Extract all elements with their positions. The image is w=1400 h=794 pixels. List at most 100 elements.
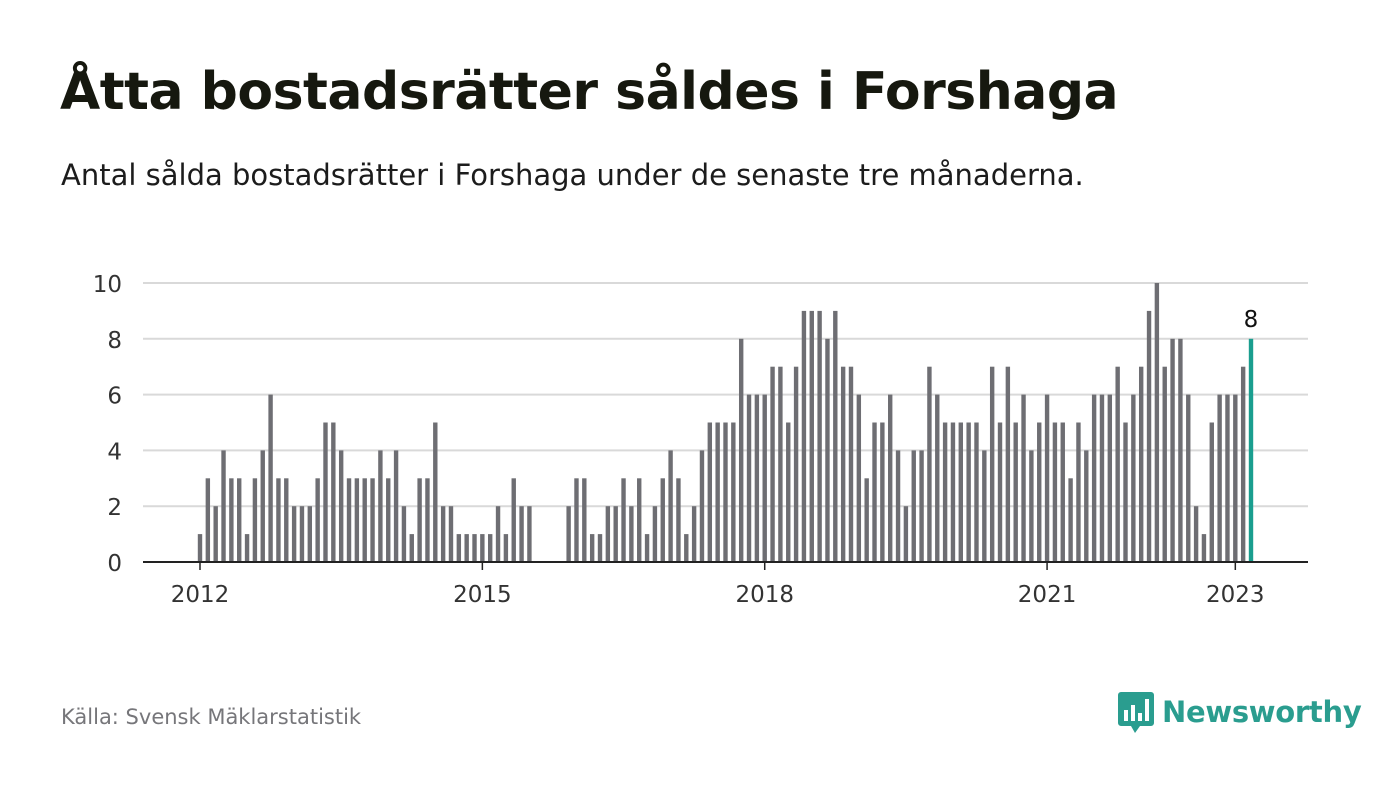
bar xyxy=(652,506,658,562)
bar xyxy=(1076,422,1081,562)
newsworthy-logo[interactable]: Newsworthy xyxy=(1118,690,1362,734)
bar xyxy=(974,422,979,562)
bar xyxy=(950,422,956,562)
bar xyxy=(338,450,344,562)
bar xyxy=(456,534,462,562)
bar xyxy=(1021,394,1026,562)
bar xyxy=(966,422,971,562)
bar xyxy=(495,506,501,562)
bar xyxy=(1240,366,1246,562)
bar xyxy=(927,366,932,562)
bar xyxy=(676,478,681,562)
bar xyxy=(707,422,713,562)
bar xyxy=(378,450,383,562)
bars xyxy=(197,283,1254,562)
bar xyxy=(315,478,320,562)
bar xyxy=(260,450,265,562)
bar xyxy=(691,506,697,562)
bar xyxy=(1005,366,1011,562)
bar xyxy=(221,450,226,562)
bar xyxy=(770,366,775,562)
bar xyxy=(825,338,830,562)
bar xyxy=(1107,394,1113,562)
bar xyxy=(644,534,650,562)
bar xyxy=(488,534,493,562)
x-tick-label: 2015 xyxy=(453,582,512,608)
data-labels: 8 xyxy=(1244,307,1259,333)
bar xyxy=(864,478,869,562)
bar xyxy=(1123,422,1128,562)
brand-name: Newsworthy xyxy=(1162,695,1362,729)
bar xyxy=(989,366,995,562)
bar xyxy=(511,478,516,562)
bar xyxy=(958,422,963,562)
bar xyxy=(833,310,838,562)
y-tick-label: 2 xyxy=(107,495,122,521)
bar xyxy=(1131,394,1136,562)
bar xyxy=(323,422,328,562)
bar xyxy=(362,478,367,562)
bar xyxy=(237,478,242,562)
x-tick-label: 2012 xyxy=(171,582,230,608)
bar xyxy=(331,422,336,562)
bar xyxy=(574,478,579,562)
bar xyxy=(613,506,618,562)
bar xyxy=(1037,422,1042,562)
bar xyxy=(856,394,862,562)
bar xyxy=(299,506,305,562)
bar xyxy=(582,478,587,562)
bar xyxy=(982,450,987,562)
bar xyxy=(393,450,399,562)
bar xyxy=(817,310,822,562)
bar-chart-speech-bubble-icon xyxy=(1118,692,1154,733)
bar xyxy=(637,478,642,562)
bar xyxy=(566,506,571,562)
bar xyxy=(409,534,414,562)
bar xyxy=(715,422,720,562)
bar xyxy=(1217,394,1222,562)
bar xyxy=(284,478,289,562)
bar xyxy=(1068,478,1073,562)
bar xyxy=(472,534,477,562)
last-value-label: 8 xyxy=(1244,307,1259,333)
bar xyxy=(213,506,218,562)
bar xyxy=(433,422,438,562)
bar xyxy=(1052,422,1058,562)
bar xyxy=(738,338,744,562)
y-tick-label: 6 xyxy=(107,384,122,410)
bar xyxy=(754,394,760,562)
bar xyxy=(1162,366,1167,562)
bar xyxy=(354,478,360,562)
y-tick-label: 10 xyxy=(93,272,122,298)
bar xyxy=(1013,422,1018,562)
bar xyxy=(731,422,736,562)
bar xyxy=(197,534,203,562)
bar xyxy=(425,478,430,562)
bar xyxy=(1115,366,1120,562)
bar xyxy=(268,394,273,562)
y-tick-label: 4 xyxy=(107,439,122,465)
x-tick-label: 2021 xyxy=(1018,582,1077,608)
bar xyxy=(205,478,211,562)
bar xyxy=(401,506,407,562)
y-tick-label: 0 xyxy=(107,551,122,577)
bar xyxy=(919,450,924,562)
bar xyxy=(480,534,485,562)
bar xyxy=(1201,534,1207,562)
bar xyxy=(597,534,603,562)
bar xyxy=(660,478,665,562)
chart-title: Åtta bostadsrätter såldes i Forshaga xyxy=(60,62,1119,122)
bar xyxy=(589,534,595,562)
bar xyxy=(746,394,752,562)
bar xyxy=(880,422,885,562)
bar xyxy=(1084,450,1089,562)
bar xyxy=(872,422,877,562)
bar xyxy=(252,478,258,562)
chart-subtitle: Antal sålda bostadsrätter i Forshaga und… xyxy=(61,158,1084,192)
bar xyxy=(1209,422,1214,562)
bar xyxy=(1029,450,1034,562)
bar xyxy=(448,506,454,562)
bar xyxy=(621,478,626,562)
bar xyxy=(244,534,250,562)
bar-chart: 0 2 4 6 8 10 2012 2015 2018 2021 2023 8 xyxy=(93,272,1308,608)
